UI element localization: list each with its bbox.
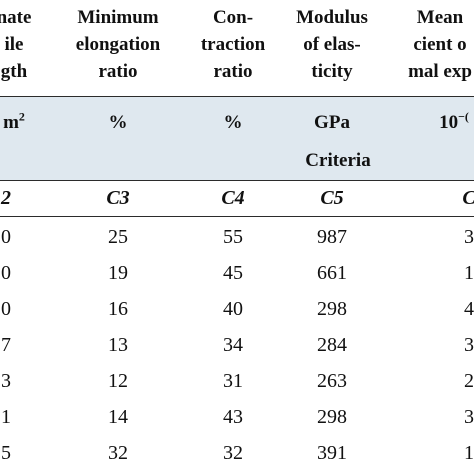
unit-col1: m2 [3, 109, 25, 133]
table-cell: 1 [1, 406, 11, 428]
table-cell: 19 [108, 262, 128, 284]
table-cell: 25 [108, 226, 128, 248]
table-cell: 2 [464, 370, 474, 392]
unit-col2: % [108, 112, 128, 133]
table-cell: 4 [464, 298, 474, 320]
table-cell: 3 [464, 226, 474, 248]
table-cell: 55 [223, 226, 243, 248]
table-cell: 7 [1, 334, 11, 356]
rule-below-header [0, 96, 474, 97]
code-col4: C5 [320, 187, 344, 209]
header-minimum-elongation-ratio: Minimum elongation ratio [75, 7, 161, 82]
table-cell: 32 [223, 442, 243, 464]
table-cell: 987 [317, 226, 347, 248]
table-cell: 43 [223, 406, 243, 428]
table-cell: 45 [223, 262, 243, 284]
units-row-band [0, 97, 474, 144]
table-cell: 391 [317, 442, 347, 464]
table-cell: 14 [108, 406, 128, 428]
table-cell: 1 [464, 262, 474, 284]
code-col3: C4 [221, 187, 245, 209]
table-cell: 16 [108, 298, 128, 320]
table-cell: 5 [1, 442, 11, 464]
table-cell: 0 [1, 262, 11, 284]
table-cell: 3 [464, 334, 474, 356]
header-mean-coefficient-thermal-expansion: Mean cient o mal exp [408, 7, 472, 82]
table-cell: 31 [223, 370, 243, 392]
header-modulus-of-elasticity: Modulus of elas- ticity [296, 7, 368, 82]
table-cell: 3 [1, 370, 11, 392]
table-cell: 3 [464, 406, 474, 428]
code-col5: C [462, 187, 474, 210]
table-cell: 0 [1, 226, 11, 248]
table-cell: 661 [317, 262, 347, 284]
table-cell: 34 [223, 334, 243, 356]
table-cell: 0 [1, 298, 11, 320]
table-cell: 32 [108, 442, 128, 464]
code-col2: C3 [106, 187, 130, 209]
table-cell: 284 [317, 334, 347, 356]
criteria-label: Criteria [305, 150, 371, 171]
table-cell: 298 [317, 406, 347, 428]
table-cell: 263 [317, 370, 347, 392]
header-ultimate-tensile-strength: nate ile gth [0, 7, 32, 82]
rule-below-criteria [0, 180, 474, 181]
criteria-row-band [0, 144, 474, 180]
table-cell: 12 [108, 370, 128, 392]
table-cell: 40 [223, 298, 243, 320]
unit-col3: % [223, 112, 243, 133]
header-contraction-ratio: Con- traction ratio [200, 7, 266, 82]
unit-col4: GPa [314, 112, 350, 133]
table-cell: 1 [464, 442, 474, 464]
code-col1: 2 [1, 187, 11, 209]
table-cell: 13 [108, 334, 128, 356]
unit-col5: 10−( [439, 109, 469, 133]
table-cell: 298 [317, 298, 347, 320]
rule-below-codes [0, 216, 474, 217]
